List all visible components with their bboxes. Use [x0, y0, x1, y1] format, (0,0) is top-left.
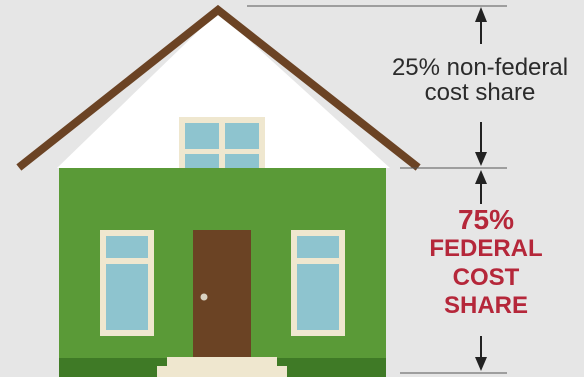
dimension-guides — [247, 5, 507, 374]
federal-line-2: COST — [452, 263, 520, 291]
non-federal-line-1: 25% non-federal — [391, 54, 569, 81]
door-knob — [200, 293, 208, 301]
federal-share-label: 75% FEDERAL COST SHARE — [418, 205, 554, 321]
federal-percent: 75% — [457, 204, 515, 235]
federal-line-1: FEDERAL — [429, 235, 543, 263]
left-window — [100, 230, 154, 336]
house-roof — [16, 4, 421, 171]
house-gable — [57, 12, 390, 168]
federal-dimension-arrow — [475, 170, 487, 371]
non-federal-dimension-arrow — [475, 7, 487, 166]
front-steps — [157, 357, 287, 377]
federal-line-3: SHARE — [443, 291, 528, 319]
non-federal-line-2: cost share — [424, 79, 536, 107]
right-window — [291, 230, 345, 336]
non-federal-share-label: 25% non-federal cost share — [364, 54, 584, 107]
front-door — [193, 230, 251, 358]
